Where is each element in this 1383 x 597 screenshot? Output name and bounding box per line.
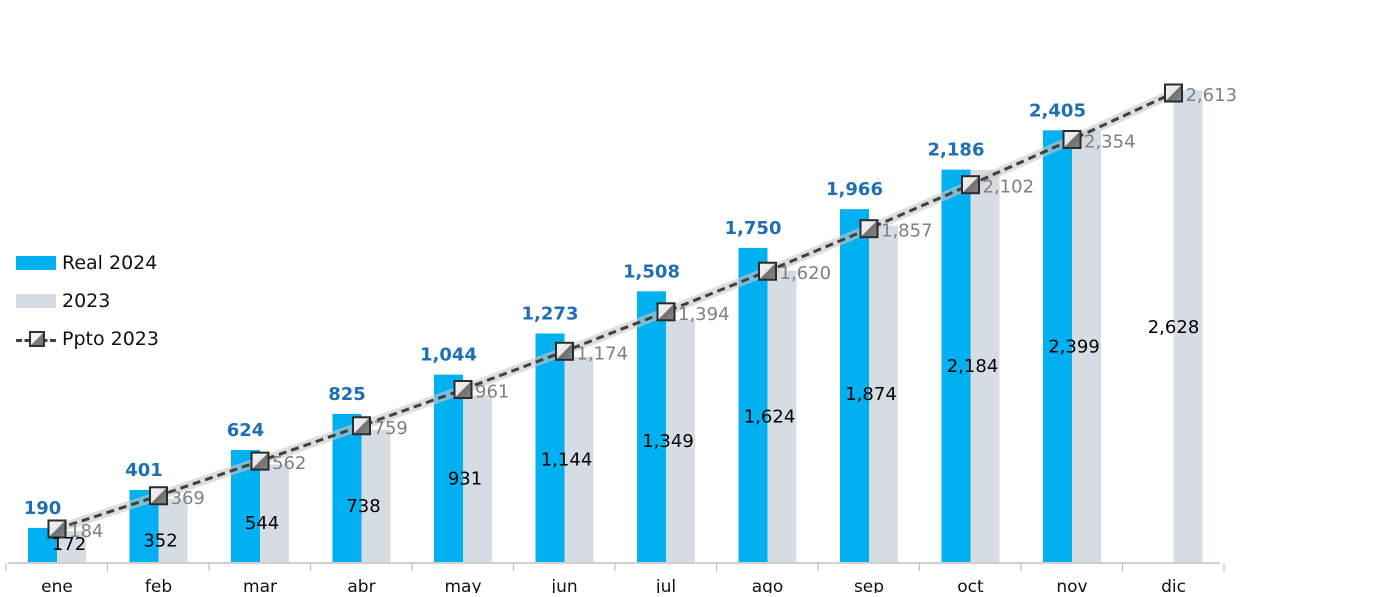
data-label-2023: 1,144 xyxy=(541,449,593,470)
data-label-ppto-2023: 2,354 xyxy=(1084,131,1136,152)
legend-swatch-2023 xyxy=(16,294,56,308)
data-label-2023: 2,184 xyxy=(947,356,999,377)
x-tick-label-oct: oct xyxy=(957,577,984,593)
ppto-2023-marker-may[interactable] xyxy=(453,380,473,400)
data-label-ppto-2023: 562 xyxy=(272,453,306,474)
data-label-real-2024: 401 xyxy=(125,460,163,481)
legend-swatch-ppto-2023 xyxy=(16,331,56,347)
data-label-ppto-2023: 1,174 xyxy=(577,343,629,364)
ppto-2023-marker-ene[interactable] xyxy=(47,519,67,539)
data-label-real-2024: 1,750 xyxy=(725,218,782,239)
x-tick-label-jul: jul xyxy=(655,577,676,593)
x-tick-label-ene: ene xyxy=(41,577,73,593)
x-tick-label-ago: ago xyxy=(752,577,784,593)
bar-2023-mar[interactable] xyxy=(260,464,289,562)
legend: Real 2024 2023 Ppto 2023 xyxy=(16,244,159,358)
bar-2023-dic[interactable] xyxy=(1173,90,1203,563)
x-tick-label-nov: nov xyxy=(1056,577,1087,593)
legend-item-2023[interactable]: 2023 xyxy=(16,282,159,320)
ppto-2023-marker-jul[interactable] xyxy=(656,302,676,322)
data-label-real-2024: 2,405 xyxy=(1029,100,1086,121)
legend-label: 2023 xyxy=(62,290,111,312)
ppto-2023-line-shadow xyxy=(52,88,1178,534)
legend-item-real-2024[interactable]: Real 2024 xyxy=(16,244,159,282)
data-label-2023: 172 xyxy=(52,534,86,555)
ppto-2023-marker-sep[interactable] xyxy=(859,219,879,239)
data-label-ppto-2023: 2,102 xyxy=(983,177,1035,198)
ppto-2023-marker-ago[interactable] xyxy=(758,261,777,281)
bar-real-2024-sep[interactable] xyxy=(840,209,869,562)
ppto-2023-marker-feb[interactable] xyxy=(149,486,168,506)
data-label-real-2024: 1,508 xyxy=(623,261,680,282)
ppto-2023-marker-oct[interactable] xyxy=(961,175,980,195)
bar-2023-may[interactable] xyxy=(463,394,492,562)
data-label-2023: 544 xyxy=(245,513,279,534)
data-label-2023: 2,399 xyxy=(1048,337,1100,358)
x-tick-label-sep: sep xyxy=(854,577,884,593)
data-label-ppto-2023: 1,394 xyxy=(678,304,730,325)
ppto-2023-line xyxy=(56,91,1175,531)
x-tick-label-jun: jun xyxy=(550,577,577,593)
bar-real-2024-may[interactable] xyxy=(434,374,463,562)
data-label-ppto-2023: 369 xyxy=(171,488,205,509)
bar-real-2024-jun[interactable] xyxy=(535,333,565,562)
x-tick-label-abr: abr xyxy=(347,577,375,593)
data-label-real-2024: 1,966 xyxy=(826,179,883,200)
bar-2023-feb[interactable] xyxy=(158,498,188,562)
x-tick-label-feb: feb xyxy=(145,577,172,593)
x-tick-label-mar: mar xyxy=(243,577,277,593)
ppto-2023-marker-abr[interactable] xyxy=(352,416,371,436)
data-label-2023: 1,349 xyxy=(642,431,694,452)
data-label-real-2024: 1,273 xyxy=(522,304,579,325)
bar-2023-abr[interactable] xyxy=(361,429,391,562)
data-label-real-2024: 190 xyxy=(24,498,62,519)
data-label-2023: 1,874 xyxy=(845,384,897,405)
x-tick-label-dic: dic xyxy=(1161,577,1186,593)
bar-2023-nov[interactable] xyxy=(1072,131,1101,562)
data-label-real-2024: 2,186 xyxy=(928,140,985,161)
ppto-2023-marker-mar[interactable] xyxy=(250,451,270,471)
data-label-real-2024: 624 xyxy=(227,420,265,441)
bar-2023-jul[interactable] xyxy=(666,319,695,562)
legend-label: Real 2024 xyxy=(62,252,158,274)
bar-real-2024-oct[interactable] xyxy=(941,169,971,562)
data-label-ppto-2023: 184 xyxy=(69,521,103,542)
data-label-2023: 352 xyxy=(143,530,177,551)
bar-real-2024-jul[interactable] xyxy=(637,291,666,562)
ppto-2023-marker-jun[interactable] xyxy=(555,341,574,361)
ppto-2023-marker-dic[interactable] xyxy=(1164,83,1183,103)
data-label-2023: 931 xyxy=(448,468,482,489)
data-label-2023: 738 xyxy=(346,496,380,517)
data-label-2023: 2,628 xyxy=(1148,317,1200,338)
data-label-ppto-2023: 1,620 xyxy=(780,263,832,284)
legend-item-ppto-2023[interactable]: Ppto 2023 xyxy=(16,320,159,358)
bar-2023-sep[interactable] xyxy=(869,225,898,562)
data-label-ppto-2023: 2,613 xyxy=(1186,85,1238,106)
data-label-ppto-2023: 1,857 xyxy=(881,221,933,242)
data-label-real-2024: 825 xyxy=(328,384,366,405)
data-label-ppto-2023: 961 xyxy=(475,382,509,403)
bar-2023-oct[interactable] xyxy=(970,170,1000,562)
data-label-ppto-2023: 759 xyxy=(374,418,408,439)
ppto-2023-marker-nov[interactable] xyxy=(1062,129,1082,149)
bar-real-2024-ago[interactable] xyxy=(738,247,768,562)
data-label-real-2024: 1,044 xyxy=(420,345,477,366)
x-tick-label-may: may xyxy=(444,577,481,593)
bar-real-2024-nov[interactable] xyxy=(1043,130,1072,563)
data-label-2023: 1,624 xyxy=(744,406,796,427)
bar-2023-ago[interactable] xyxy=(767,270,797,562)
legend-label: Ppto 2023 xyxy=(62,328,159,350)
bar-2023-jun[interactable] xyxy=(564,356,594,562)
legend-swatch-real-2024 xyxy=(16,256,56,270)
